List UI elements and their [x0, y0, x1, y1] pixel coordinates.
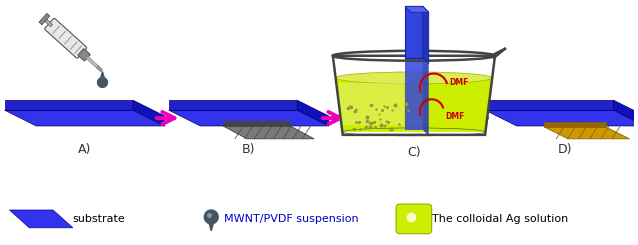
Text: B): B)	[242, 143, 256, 156]
Polygon shape	[485, 100, 614, 110]
Polygon shape	[101, 72, 105, 78]
Polygon shape	[204, 210, 218, 231]
Polygon shape	[485, 110, 638, 126]
Polygon shape	[223, 121, 290, 126]
Polygon shape	[4, 100, 133, 110]
Polygon shape	[4, 110, 165, 126]
Polygon shape	[96, 66, 101, 71]
Polygon shape	[544, 122, 605, 127]
Polygon shape	[133, 100, 165, 126]
Polygon shape	[423, 58, 429, 136]
Polygon shape	[405, 6, 429, 12]
Polygon shape	[10, 210, 73, 228]
FancyBboxPatch shape	[396, 204, 432, 234]
Polygon shape	[168, 100, 297, 110]
Bar	[43, 18, 53, 27]
Text: DMF: DMF	[445, 111, 465, 121]
FancyBboxPatch shape	[78, 49, 90, 61]
Polygon shape	[339, 83, 404, 125]
FancyBboxPatch shape	[45, 18, 87, 58]
Polygon shape	[614, 100, 638, 126]
Text: C): C)	[407, 146, 420, 159]
Polygon shape	[336, 78, 492, 132]
Polygon shape	[297, 100, 329, 126]
Text: substrate: substrate	[73, 214, 126, 224]
Text: A): A)	[78, 143, 91, 156]
Ellipse shape	[336, 72, 492, 84]
Text: DMF: DMF	[450, 78, 469, 87]
Polygon shape	[223, 126, 314, 139]
Text: MWNT/PVDF suspension: MWNT/PVDF suspension	[224, 214, 359, 224]
Polygon shape	[98, 77, 107, 87]
Bar	[39, 13, 50, 25]
Bar	[86, 56, 103, 72]
Polygon shape	[544, 127, 630, 139]
Polygon shape	[168, 110, 329, 126]
Bar	[405, 6, 423, 58]
Polygon shape	[423, 6, 429, 64]
Bar	[405, 58, 423, 130]
Text: D): D)	[558, 143, 572, 156]
Text: The colloidal Ag solution: The colloidal Ag solution	[432, 214, 568, 224]
